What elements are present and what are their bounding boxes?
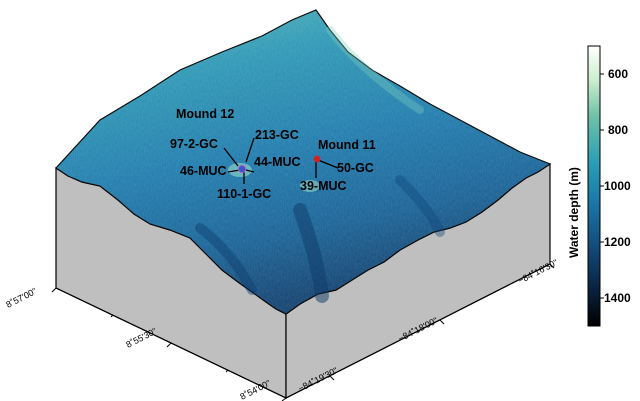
lat-tick-minor-b: [225, 369, 229, 373]
label-46-muc: 46-MUC: [180, 164, 227, 178]
cb-label-1400: 1400: [604, 291, 631, 305]
lon-tick-1: [329, 375, 335, 381]
lon-axis-line: [285, 263, 551, 399]
leader-46-muc: [227, 169, 241, 173]
cb-label-600: 600: [608, 67, 628, 81]
label-mound-11: Mound 11: [318, 138, 376, 152]
mound-11-relief: [300, 180, 320, 192]
mound-12-marker: [237, 164, 247, 174]
cb-label-1000: 1000: [604, 179, 631, 193]
lat-tick-1: [51, 287, 57, 293]
lat-tick-2: [166, 342, 172, 348]
leader-44-muc: [245, 169, 255, 173]
lat-tick-minor-a: [110, 314, 114, 318]
canyon-center: [293, 203, 329, 303]
lon-tick-3: [549, 263, 555, 269]
seafloor-texture: [56, 10, 550, 314]
label-50-gc: 50-GC: [337, 161, 374, 175]
label-97-2-gc: 97-2-GC: [170, 137, 218, 151]
colorbar-title: Water depth (m): [567, 167, 581, 258]
leader-lines: [223, 137, 339, 184]
lat-label-1: 8˚57'00": [4, 286, 38, 310]
colorbar-ticks: [600, 73, 604, 299]
label-213-gc: 213-GC: [255, 128, 299, 142]
canyon-right: [395, 175, 445, 237]
lat-label-2: 8˚55'30": [124, 326, 158, 350]
lon-tick-2: [439, 319, 445, 325]
ridge-highlight: [326, 26, 424, 114]
label-mound-12: Mound 12: [176, 107, 234, 121]
leader-97-2-gc: [223, 147, 239, 167]
label-110-1-gc: 110-1-GC: [217, 187, 271, 201]
label-44-muc: 44-MUC: [254, 155, 301, 169]
longitude-axis: [285, 263, 555, 399]
leader-213-gc: [245, 137, 255, 163]
label-39-muc: 39-MUC: [300, 179, 347, 193]
leader-50-gc: [317, 159, 339, 169]
cb-label-800: 800: [608, 123, 628, 137]
cb-label-1200: 1200: [604, 235, 631, 249]
colorbar: [587, 45, 601, 327]
canyon-left: [195, 223, 257, 295]
mound-11-marker: [313, 155, 321, 163]
